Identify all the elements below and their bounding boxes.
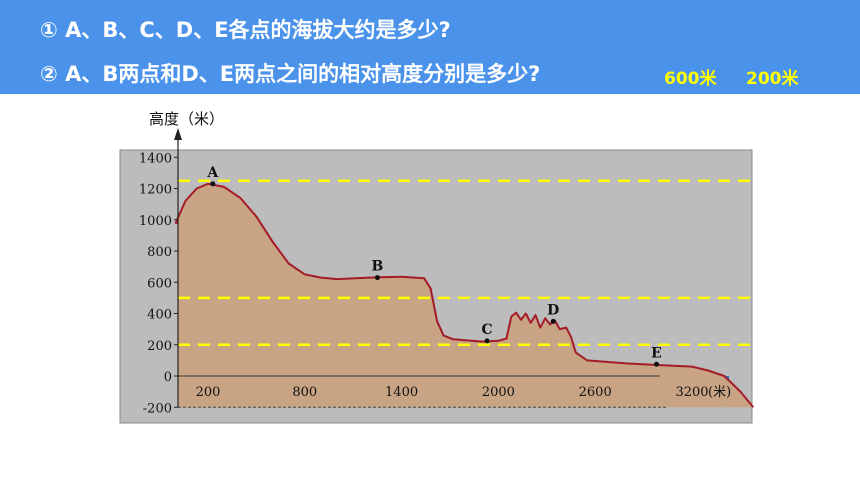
x-tick-label: 2600 xyxy=(579,385,612,400)
point-label-d: D xyxy=(547,302,559,318)
land-area xyxy=(175,183,754,408)
y-tick-label: 0 xyxy=(164,370,172,385)
answer-2: 200米 xyxy=(746,69,799,89)
point-b xyxy=(374,275,380,281)
y-tick-label: 400 xyxy=(147,308,172,323)
y-tick-label: 1000 xyxy=(139,214,172,229)
point-e xyxy=(654,361,660,367)
x-tick-label: 2000 xyxy=(482,385,515,400)
point-c xyxy=(484,338,490,344)
question-banner xyxy=(0,0,860,94)
y-tick-label: 200 xyxy=(147,339,172,354)
point-d xyxy=(550,318,556,324)
profile-line xyxy=(174,182,755,408)
y-tick-label: 800 xyxy=(147,245,172,260)
y-tick-label: 1200 xyxy=(139,183,172,198)
point-label-a: A xyxy=(206,165,219,181)
y-tick-label: 1400 xyxy=(139,151,172,166)
point-label-b: B xyxy=(371,259,383,275)
question-2: ② A、B两点和D、E两点之间的相对高度分别是多少? xyxy=(40,62,541,86)
x-tick-label: 200 xyxy=(196,385,221,400)
x-axis-unit: (米) xyxy=(708,385,731,400)
x-tick-label: 3200 xyxy=(675,385,708,400)
question-1: ① A、B、C、D、E各点的海拔大约是多少? xyxy=(40,18,451,42)
y-axis-label: 高度（米） xyxy=(149,110,224,128)
y-tick-label: -200 xyxy=(143,401,172,416)
x-tick-label: 800 xyxy=(292,385,317,400)
point-label-e: E xyxy=(651,345,662,361)
y-axis-arrow xyxy=(174,128,182,140)
point-a xyxy=(210,181,216,187)
x-tick-label: 1400 xyxy=(385,385,418,400)
point-label-c: C xyxy=(482,322,493,338)
y-tick-label: 600 xyxy=(147,276,172,291)
answer-1: 600米 xyxy=(664,69,717,89)
